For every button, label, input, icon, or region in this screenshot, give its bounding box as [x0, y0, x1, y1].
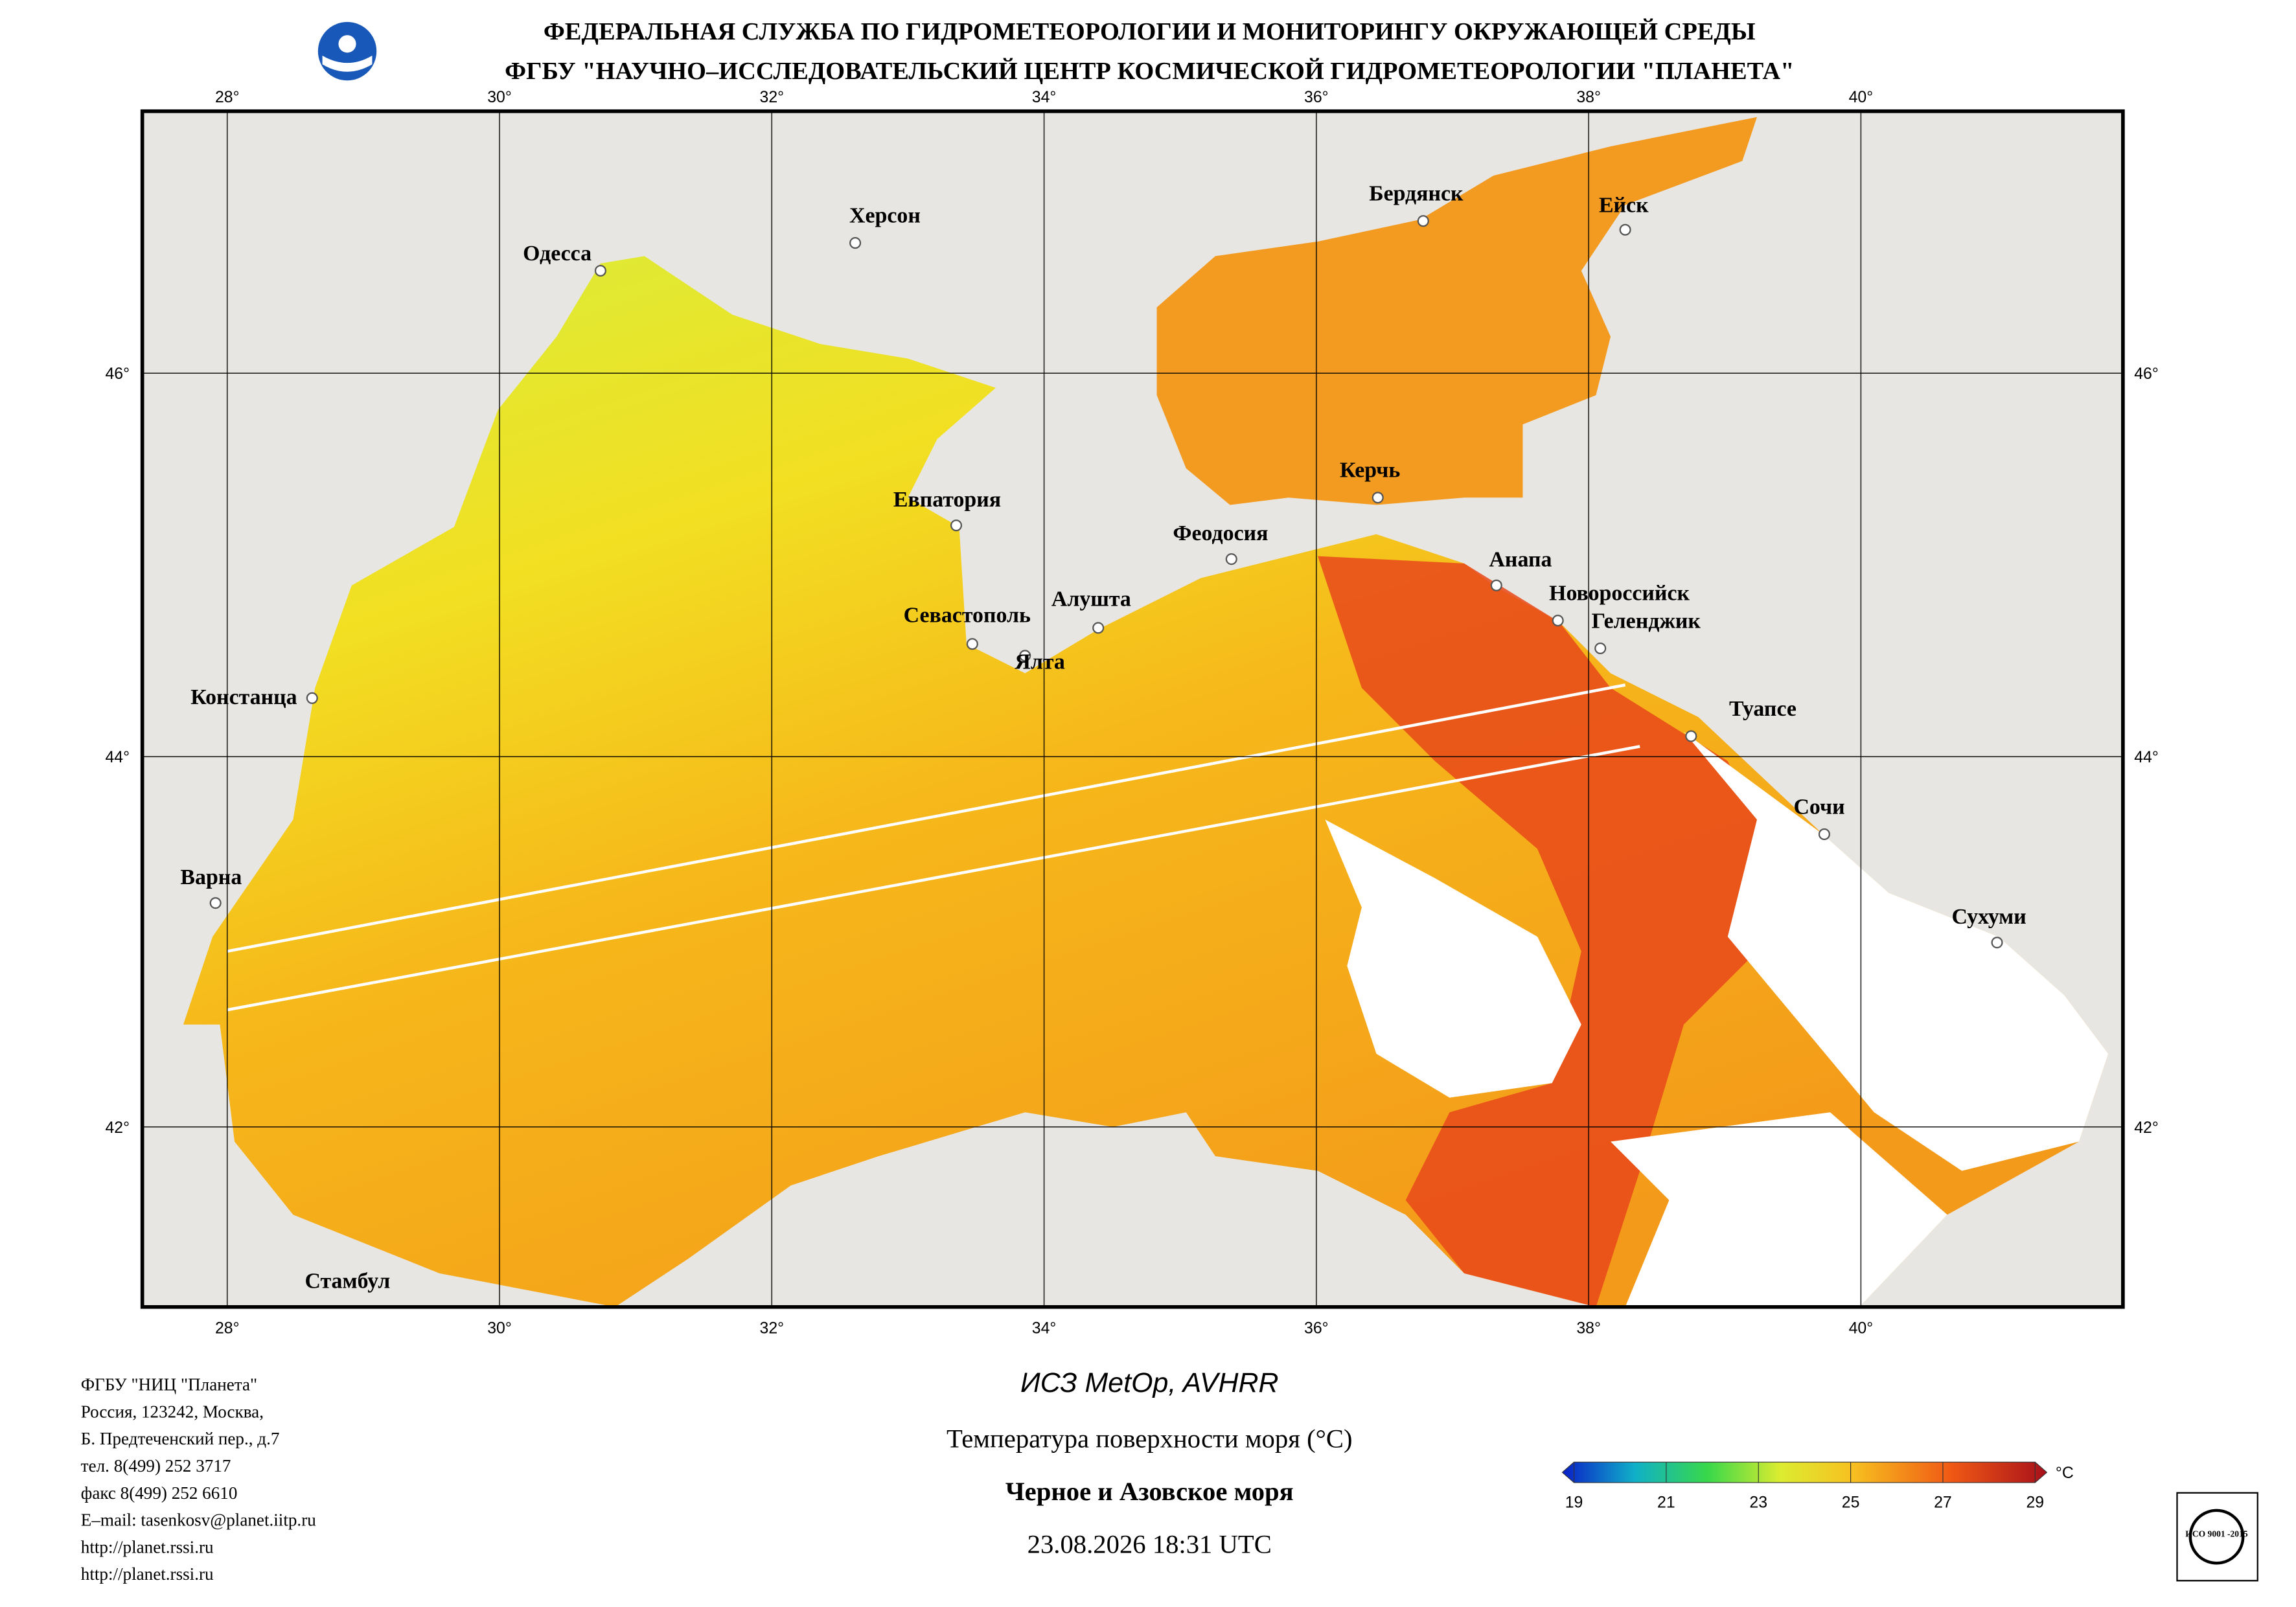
lon-label: 30°: [487, 1319, 512, 1337]
city-marker: [594, 264, 606, 277]
lat-label: 46°: [2134, 365, 2159, 383]
city-marker: [966, 638, 978, 650]
lon-label: 36°: [1304, 1319, 1329, 1337]
city-label: Туапсе: [1729, 697, 1797, 721]
logo: [317, 21, 377, 81]
city-marker: [950, 519, 963, 532]
contact-line: Б. Предтеченский пер., д.7: [81, 1429, 280, 1448]
lon-label: 28°: [215, 1319, 240, 1337]
colorbar-label: 21: [1657, 1494, 1675, 1511]
city-marker: [1991, 937, 2003, 949]
warm-area: [1318, 556, 1801, 1307]
city-marker: [1552, 615, 1564, 627]
contact-line: факс 8(499) 252 6610: [81, 1483, 238, 1503]
header-line: ФЕДЕРАЛЬНАЯ СЛУЖБА ПО ГИДРОМЕТЕОРОЛОГИИ …: [544, 18, 1756, 45]
colorbar-unit: °C: [2056, 1465, 2074, 1482]
datetime: 23.08.2026 18:31 UTC: [1027, 1529, 1272, 1558]
city-label: Алушта: [1051, 587, 1131, 611]
badge-text: ИСО 9001 -2015: [2185, 1529, 2248, 1539]
azov-sea: [1156, 117, 1757, 505]
city-marker: [1092, 622, 1105, 634]
cloud: [1684, 731, 2109, 1171]
colorbar-label: 23: [1749, 1494, 1767, 1511]
city-marker: [1685, 730, 1697, 742]
lat-label: 42°: [105, 1119, 130, 1137]
swath-gap: [227, 683, 1640, 1012]
colorbar-gradient: [1561, 1461, 2048, 1483]
contact-line: Россия, 123242, Москва,: [81, 1402, 264, 1421]
lat-label: 42°: [2134, 1119, 2159, 1137]
lon-label: 32°: [760, 1319, 785, 1337]
lon-label: 40°: [1849, 89, 1874, 106]
lon-label: 40°: [1849, 1319, 1874, 1337]
city-marker: [209, 897, 222, 909]
colorbar-label: 29: [2026, 1494, 2044, 1511]
city-marker: [1417, 215, 1429, 227]
city-marker: [1490, 579, 1502, 591]
lat-label: 46°: [105, 365, 130, 383]
city-label: Бердянск: [1369, 182, 1464, 206]
lon-label: 38°: [1576, 1319, 1601, 1337]
contact-line: http://planet.rssi.ru: [81, 1537, 214, 1556]
contact-line: E–mail: tasenkosv@planet.iitp.ru: [81, 1510, 316, 1530]
satellite: ИСЗ MetOp, AVHRR: [1020, 1367, 1278, 1398]
product: Температура поверхности моря (°C): [947, 1424, 1353, 1453]
contact-line: ФГБУ "НИЦ "Планета": [81, 1375, 257, 1395]
city-marker: [1594, 642, 1607, 655]
cloud: [1611, 1112, 1947, 1307]
lon-label: 28°: [215, 89, 240, 106]
city-marker: [849, 237, 862, 249]
cloud: [1325, 819, 1581, 1098]
contact-line: тел. 8(499) 252 3717: [81, 1456, 231, 1476]
city-marker: [1818, 828, 1830, 840]
city-label: Сухуми: [1952, 905, 2026, 929]
lon-label: 38°: [1576, 89, 1601, 106]
lat-label: 44°: [105, 749, 130, 766]
city-label: Ейск: [1599, 194, 1649, 218]
city-marker: [1372, 492, 1384, 504]
city-label: Стамбул: [304, 1269, 390, 1293]
city-label: Одесса: [523, 242, 591, 266]
colorbar-label: 19: [1565, 1494, 1583, 1511]
city-label: Евпатория: [893, 488, 1001, 512]
lon-label: 34°: [1032, 89, 1057, 106]
city-marker: [306, 692, 318, 704]
city-label: Анапа: [1489, 547, 1552, 571]
city-label: Геленджик: [1592, 609, 1701, 633]
city-label: Феодосия: [1173, 521, 1268, 545]
city-label: Керчь: [1340, 459, 1400, 483]
city-marker: [1619, 223, 1631, 236]
lon-label: 34°: [1032, 1319, 1057, 1337]
city-marker: [1019, 650, 1031, 662]
city-marker: [1225, 553, 1237, 565]
map: Одесса Херсон Бердянск Ейск Евпатория Керчь Фе…: [140, 109, 2125, 1309]
city-label: Варна: [180, 865, 242, 889]
city-label: Констанца: [190, 685, 297, 709]
lon-label: 32°: [760, 89, 785, 106]
region: Черное и Азовское моря: [1005, 1477, 1294, 1506]
colorbar-label: 27: [1934, 1494, 1952, 1511]
city-label: Сочи: [1793, 795, 1844, 819]
lon-label: 30°: [487, 89, 512, 106]
lon-label: 36°: [1304, 89, 1329, 106]
city-label: Севастополь: [904, 603, 1031, 627]
city-label: Ялта: [1015, 650, 1065, 674]
city-label: Херсон: [849, 203, 921, 227]
lat-label: 44°: [2134, 749, 2159, 766]
colorbar-label: 25: [1842, 1494, 1860, 1511]
header-line: ФГБУ "НАУЧНО–ИССЛЕДОВАТЕЛЬСКИЙ ЦЕНТР КОС…: [505, 58, 1794, 85]
contact-line: http://planet.rssi.ru: [81, 1564, 214, 1584]
iso-badge: ИСО 9001 -2015: [2176, 1492, 2258, 1582]
city-label: Новороссийск: [1549, 581, 1690, 605]
